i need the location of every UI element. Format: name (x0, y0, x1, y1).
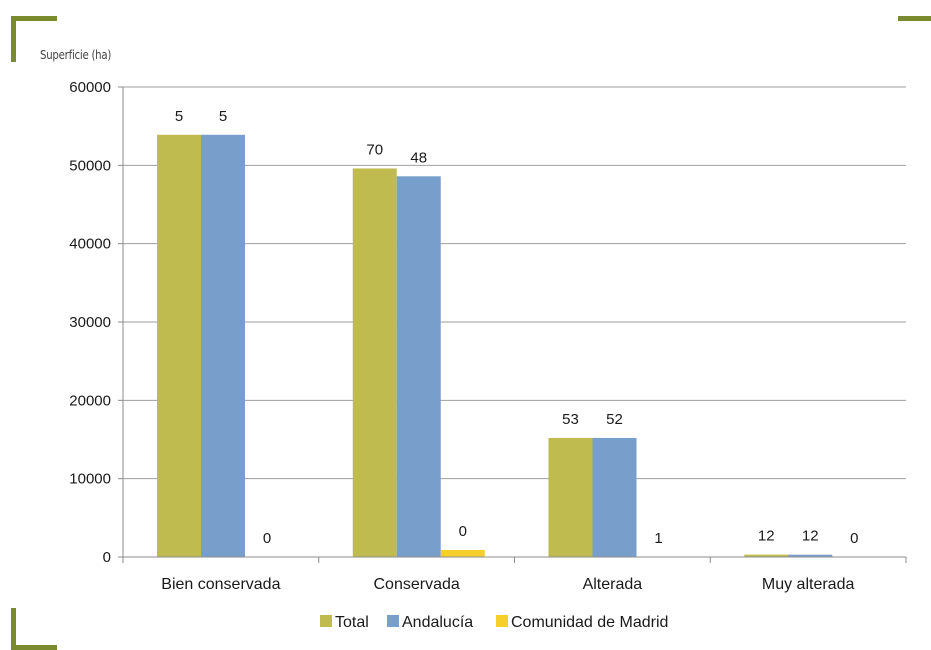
data-labels: 5 5 0 70 48 0 53 52 1 12 12 0 (175, 108, 859, 547)
bar (788, 554, 833, 557)
frame-corner-top-left-vertical (11, 16, 16, 62)
data-label: 12 (802, 528, 819, 545)
y-tick-label: 40000 (69, 236, 111, 253)
x-tick-label: Alterada (583, 576, 643, 593)
data-label: 0 (850, 530, 858, 547)
data-label: 53 (562, 411, 579, 428)
data-label: 5 (175, 108, 183, 125)
legend-swatch (496, 615, 508, 627)
data-label: 5 (219, 108, 227, 125)
y-axis-label: Superficie (ha) (40, 48, 112, 62)
legend-entry: Total (335, 614, 369, 631)
data-label: 0 (263, 530, 271, 547)
bar (201, 134, 245, 558)
data-label: 0 (459, 523, 467, 540)
y-tick-label: 60000 (69, 79, 111, 96)
frame-corner-bottom-left-horizontal (11, 645, 57, 650)
frame-corner-bottom-left-vertical (11, 608, 16, 650)
bar (440, 549, 485, 557)
legend-swatch (387, 615, 399, 627)
axes: 0 10000 20000 30000 40000 50000 60000 Bien cons… (69, 79, 907, 593)
x-tick-label: Bien conservada (161, 576, 280, 593)
data-label: 12 (758, 528, 775, 545)
legend-entry: Andalucía (402, 614, 473, 631)
legend: Total Andalucía Comunidad de Madrid (320, 614, 668, 631)
bar (157, 134, 201, 558)
x-tick-label: Muy alterada (762, 576, 855, 593)
y-tick-label: 30000 (69, 314, 111, 331)
y-tick-label: 50000 (69, 157, 111, 174)
x-tick-label: Conservada (373, 576, 459, 593)
bars (157, 134, 833, 558)
bar (548, 437, 593, 557)
data-label: 48 (410, 149, 427, 166)
data-label: 1 (654, 530, 662, 547)
legend-entry: Comunidad de Madrid (511, 614, 668, 631)
y-tick-label: 20000 (69, 392, 111, 409)
data-label: 70 (366, 141, 383, 158)
bar (352, 168, 397, 557)
bar (396, 176, 441, 558)
y-tick-label: 0 (103, 549, 111, 566)
bar (744, 554, 789, 557)
y-tick-label: 10000 (69, 471, 111, 488)
legend-swatch (320, 615, 332, 627)
bar (592, 437, 637, 557)
gridlines (123, 86, 906, 480)
frame-corner-top-right-horizontal (898, 16, 931, 21)
data-label: 52 (606, 411, 623, 428)
frame-corner-top-left-horizontal (11, 16, 57, 21)
